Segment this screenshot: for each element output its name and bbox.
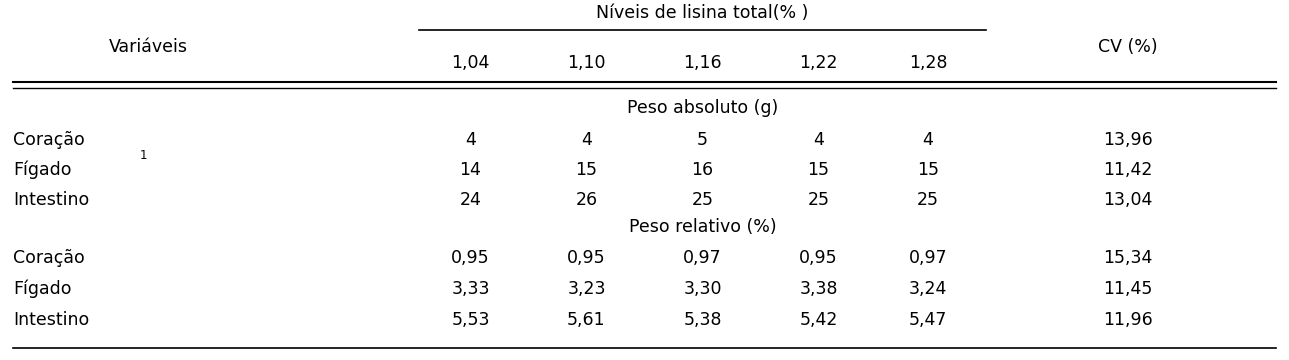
Text: 26: 26	[575, 191, 598, 209]
Text: Coração: Coração	[13, 249, 85, 267]
Text: 1,04: 1,04	[451, 54, 490, 72]
Text: 0,95: 0,95	[567, 249, 606, 267]
Text: 5: 5	[697, 131, 708, 149]
Text: 3,30: 3,30	[683, 280, 722, 298]
Text: 4: 4	[581, 131, 592, 149]
Text: 11,96: 11,96	[1103, 311, 1152, 329]
Text: 0,95: 0,95	[799, 249, 838, 267]
Text: 1: 1	[139, 149, 147, 162]
Text: Peso relativo (%): Peso relativo (%)	[629, 218, 776, 236]
Text: Coração: Coração	[13, 131, 85, 149]
Text: Fígado: Fígado	[13, 161, 71, 179]
Text: 3,23: 3,23	[567, 280, 606, 298]
Text: Intestino: Intestino	[13, 311, 89, 329]
Text: Fígado: Fígado	[13, 280, 71, 298]
Text: CV (%): CV (%)	[1098, 38, 1158, 56]
Text: 0,97: 0,97	[683, 249, 722, 267]
Text: 3,33: 3,33	[451, 280, 490, 298]
Text: 15: 15	[807, 161, 830, 179]
Text: 4: 4	[813, 131, 824, 149]
Text: 15: 15	[916, 161, 940, 179]
Text: 11,45: 11,45	[1103, 280, 1152, 298]
Text: Níveis de lisina total(% ): Níveis de lisina total(% )	[597, 4, 808, 22]
Text: 3,24: 3,24	[909, 280, 947, 298]
Text: 24: 24	[460, 191, 481, 209]
Text: 0,95: 0,95	[451, 249, 490, 267]
Text: 0,97: 0,97	[909, 249, 947, 267]
Text: 15,34: 15,34	[1103, 249, 1152, 267]
Text: 5,53: 5,53	[451, 311, 490, 329]
Text: 5,38: 5,38	[683, 311, 722, 329]
Text: 11,42: 11,42	[1103, 161, 1152, 179]
Text: 13,96: 13,96	[1103, 131, 1152, 149]
Text: 1,28: 1,28	[909, 54, 947, 72]
Text: 4: 4	[923, 131, 933, 149]
Text: 25: 25	[807, 191, 830, 209]
Text: 5,42: 5,42	[799, 311, 838, 329]
Text: Peso absoluto (g): Peso absoluto (g)	[626, 99, 779, 117]
Text: Variáveis: Variáveis	[108, 38, 188, 56]
Text: 3,38: 3,38	[799, 280, 838, 298]
Text: 5,61: 5,61	[567, 311, 606, 329]
Text: 1,10: 1,10	[567, 54, 606, 72]
Text: 25: 25	[916, 191, 940, 209]
Text: 13,04: 13,04	[1103, 191, 1152, 209]
Text: 15: 15	[575, 161, 598, 179]
Text: Intestino: Intestino	[13, 191, 89, 209]
Text: 4: 4	[465, 131, 476, 149]
Text: 5,47: 5,47	[909, 311, 947, 329]
Text: 1,22: 1,22	[799, 54, 838, 72]
Text: 14: 14	[460, 161, 481, 179]
Text: 1,16: 1,16	[683, 54, 722, 72]
Text: 16: 16	[691, 161, 714, 179]
Text: 25: 25	[691, 191, 714, 209]
